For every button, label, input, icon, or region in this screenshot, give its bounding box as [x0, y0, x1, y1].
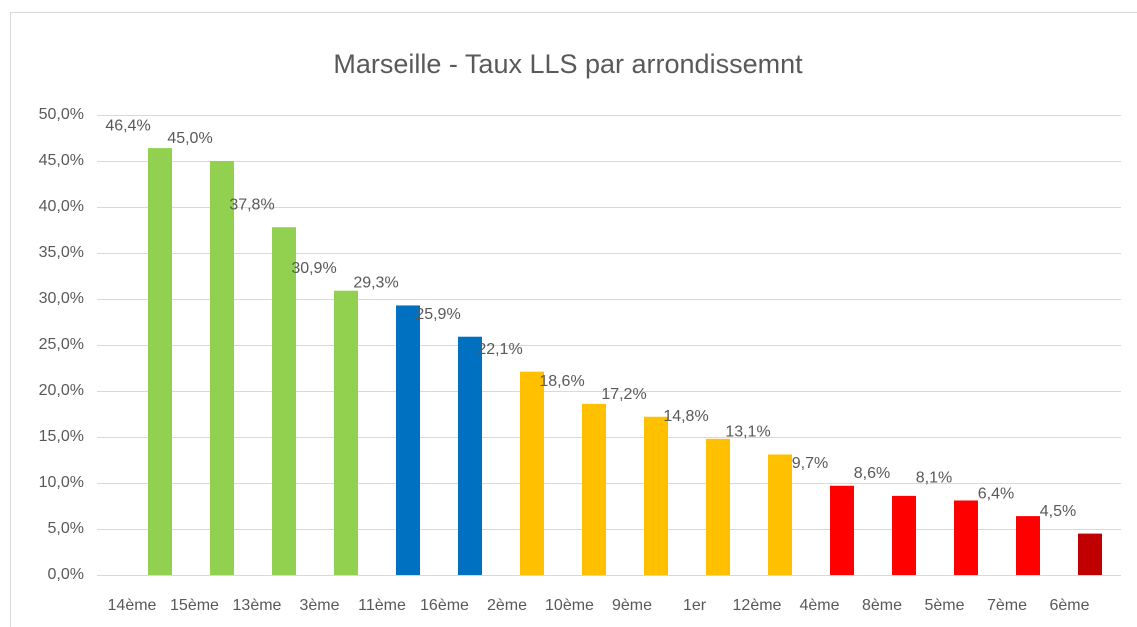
data-label: 8,6%	[854, 465, 890, 482]
bar	[334, 290, 358, 575]
data-label: 14,8%	[663, 408, 708, 425]
x-tick-label: 14ème	[108, 597, 157, 614]
data-label: 46,4%	[105, 117, 150, 134]
data-label: 8,1%	[916, 470, 952, 487]
y-tick-label: 10,0%	[39, 474, 84, 491]
data-label: 45,0%	[167, 130, 212, 147]
y-tick-label: 40,0%	[39, 198, 84, 215]
x-tick-label: 6ème	[1049, 597, 1089, 614]
x-tick-label: 9ème	[612, 597, 652, 614]
data-label: 30,9%	[291, 260, 336, 277]
x-tick-label: 1er	[683, 597, 707, 614]
bar	[1078, 533, 1102, 575]
bar	[644, 416, 668, 575]
chart-title: Marseille - Taux LLS par arrondissemnt	[333, 49, 803, 79]
bar	[830, 485, 854, 575]
y-tick-label: 45,0%	[39, 152, 84, 169]
bar	[954, 500, 978, 575]
y-tick-label: 50,0%	[39, 106, 84, 123]
x-tick-label: 11ème	[358, 597, 406, 614]
data-label: 29,3%	[353, 275, 398, 292]
x-tick-label: 8ème	[862, 597, 902, 614]
bar	[458, 336, 482, 575]
x-tick-label: 10ème	[545, 597, 594, 614]
x-tick-label: 16ème	[420, 597, 469, 614]
data-label: 4,5%	[1040, 503, 1076, 520]
y-tick-label: 0,0%	[48, 566, 84, 583]
x-tick-label: 2ème	[487, 597, 527, 614]
y-tick-label: 35,0%	[39, 244, 84, 261]
x-tick-label: 7ème	[987, 597, 1027, 614]
x-tick-label: 13ème	[233, 597, 282, 614]
bar	[1016, 516, 1040, 575]
bar	[148, 148, 172, 575]
chart-border	[10, 12, 1137, 627]
x-tick-label: 5ème	[924, 597, 964, 614]
data-label: 37,8%	[229, 196, 274, 213]
y-tick-label: 20,0%	[39, 382, 84, 399]
bar	[210, 161, 234, 575]
bar	[520, 371, 544, 575]
data-label: 17,2%	[601, 386, 646, 403]
data-label: 18,6%	[539, 373, 584, 390]
bar	[706, 438, 730, 575]
bar	[272, 227, 296, 576]
bar	[396, 305, 420, 575]
x-tick-label: 3ème	[299, 597, 339, 614]
data-label: 25,9%	[415, 306, 460, 323]
data-label: 13,1%	[725, 424, 770, 441]
bar	[892, 495, 916, 575]
bar	[582, 403, 606, 575]
y-tick-label: 30,0%	[39, 290, 84, 307]
x-tick-label: 12ème	[733, 597, 782, 614]
y-tick-label: 15,0%	[39, 428, 84, 445]
data-label: 22,1%	[477, 341, 522, 358]
x-tick-label: 4ème	[799, 597, 839, 614]
x-tick-label: 15ème	[170, 597, 219, 614]
y-tick-label: 5,0%	[48, 520, 84, 537]
data-label: 9,7%	[792, 455, 828, 472]
bar	[768, 454, 792, 575]
data-label: 6,4%	[978, 485, 1014, 502]
y-tick-label: 25,0%	[39, 336, 84, 353]
